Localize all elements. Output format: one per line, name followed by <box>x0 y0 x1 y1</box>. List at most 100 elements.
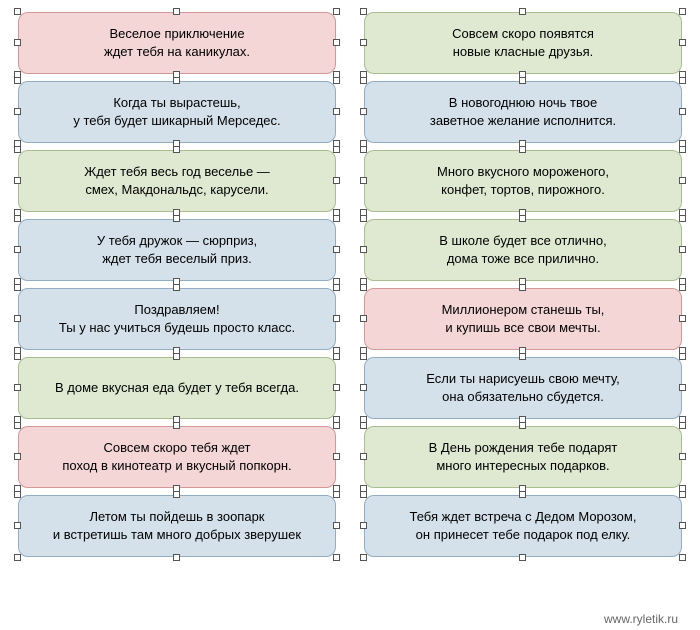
selection-handle[interactable] <box>679 8 686 15</box>
selection-handle[interactable] <box>519 554 526 561</box>
selection-handle[interactable] <box>360 8 367 15</box>
card-wrap[interactable]: У тебя дружок — сюрприз,ждет тебя веселы… <box>18 219 336 281</box>
selection-handle[interactable] <box>173 353 180 360</box>
selection-handle[interactable] <box>173 215 180 222</box>
card-wrap[interactable]: Совсем скоро тебя ждетпоход в кинотеатр … <box>18 426 336 488</box>
selection-handle[interactable] <box>14 108 21 115</box>
selection-handle[interactable] <box>519 146 526 153</box>
selection-handle[interactable] <box>333 554 340 561</box>
selection-handle[interactable] <box>360 177 367 184</box>
card-wrap[interactable]: В доме вкусная еда будет у тебя всегда. <box>18 357 336 419</box>
selection-handle[interactable] <box>333 215 340 222</box>
card-wrap[interactable]: В новогоднюю ночь твоезаветное желание и… <box>364 81 682 143</box>
selection-handle[interactable] <box>14 453 21 460</box>
selection-handle[interactable] <box>679 284 686 291</box>
selection-handle[interactable] <box>360 77 367 84</box>
selection-handle[interactable] <box>333 8 340 15</box>
selection-handle[interactable] <box>679 215 686 222</box>
selection-handle[interactable] <box>360 108 367 115</box>
selection-handle[interactable] <box>14 177 21 184</box>
selection-handle[interactable] <box>679 177 686 184</box>
selection-handle[interactable] <box>14 146 21 153</box>
selection-handle[interactable] <box>14 554 21 561</box>
selection-handle[interactable] <box>333 39 340 46</box>
selection-handle[interactable] <box>14 39 21 46</box>
selection-handle[interactable] <box>360 422 367 429</box>
card-wrap[interactable]: Поздравляем!Ты у нас учиться будешь прос… <box>18 288 336 350</box>
selection-handle[interactable] <box>14 384 21 391</box>
selection-handle[interactable] <box>173 146 180 153</box>
selection-handle[interactable] <box>679 246 686 253</box>
selection-handle[interactable] <box>360 384 367 391</box>
selection-handle[interactable] <box>679 108 686 115</box>
selection-handle[interactable] <box>519 77 526 84</box>
selection-handle[interactable] <box>679 522 686 529</box>
selection-handle[interactable] <box>679 491 686 498</box>
selection-handle[interactable] <box>360 522 367 529</box>
selection-handle[interactable] <box>360 554 367 561</box>
selection-handle[interactable] <box>14 284 21 291</box>
selection-handle[interactable] <box>14 8 21 15</box>
selection-handle[interactable] <box>360 246 367 253</box>
selection-handle[interactable] <box>519 8 526 15</box>
selection-handle[interactable] <box>679 554 686 561</box>
selection-handle[interactable] <box>173 8 180 15</box>
selection-handle[interactable] <box>333 353 340 360</box>
selection-handle[interactable] <box>333 146 340 153</box>
selection-handle[interactable] <box>173 284 180 291</box>
selection-handle[interactable] <box>14 353 21 360</box>
selection-handle[interactable] <box>679 146 686 153</box>
selection-handle[interactable] <box>679 353 686 360</box>
selection-handle[interactable] <box>14 522 21 529</box>
selection-handle[interactable] <box>173 77 180 84</box>
selection-handle[interactable] <box>519 491 526 498</box>
selection-handle[interactable] <box>679 453 686 460</box>
selection-handle[interactable] <box>173 422 180 429</box>
selection-handle[interactable] <box>14 246 21 253</box>
selection-handle[interactable] <box>679 77 686 84</box>
selection-handle[interactable] <box>360 215 367 222</box>
selection-handle[interactable] <box>333 522 340 529</box>
selection-handle[interactable] <box>333 384 340 391</box>
selection-handle[interactable] <box>333 491 340 498</box>
selection-handle[interactable] <box>519 284 526 291</box>
selection-handle[interactable] <box>173 554 180 561</box>
selection-handle[interactable] <box>333 77 340 84</box>
selection-handle[interactable] <box>333 177 340 184</box>
selection-handle[interactable] <box>360 39 367 46</box>
selection-handle[interactable] <box>333 246 340 253</box>
selection-handle[interactable] <box>679 422 686 429</box>
selection-handle[interactable] <box>14 77 21 84</box>
selection-handle[interactable] <box>333 108 340 115</box>
selection-handle[interactable] <box>333 453 340 460</box>
card-wrap[interactable]: Если ты нарисуешь свою мечту,она обязате… <box>364 357 682 419</box>
selection-handle[interactable] <box>360 353 367 360</box>
selection-handle[interactable] <box>333 284 340 291</box>
card-wrap[interactable]: Совсем скоро появятсяновые класные друзь… <box>364 12 682 74</box>
card-wrap[interactable]: Тебя ждет встреча с Дедом Морозом,он при… <box>364 495 682 557</box>
selection-handle[interactable] <box>519 215 526 222</box>
selection-handle[interactable] <box>333 315 340 322</box>
card-wrap[interactable]: Когда ты вырастешь,у тебя будет шикарный… <box>18 81 336 143</box>
selection-handle[interactable] <box>14 422 21 429</box>
selection-handle[interactable] <box>679 315 686 322</box>
card-wrap[interactable]: Много вкусного мороженого,конфет, тортов… <box>364 150 682 212</box>
selection-handle[interactable] <box>519 422 526 429</box>
selection-handle[interactable] <box>679 384 686 391</box>
card-wrap[interactable]: В школе будет все отлично,дома тоже все … <box>364 219 682 281</box>
selection-handle[interactable] <box>360 491 367 498</box>
selection-handle[interactable] <box>360 315 367 322</box>
selection-handle[interactable] <box>360 284 367 291</box>
selection-handle[interactable] <box>519 353 526 360</box>
card-wrap[interactable]: Веселое приключениеждет тебя на каникула… <box>18 12 336 74</box>
selection-handle[interactable] <box>173 491 180 498</box>
selection-handle[interactable] <box>679 39 686 46</box>
selection-handle[interactable] <box>14 491 21 498</box>
card-wrap[interactable]: В День рождения тебе подарятмного интере… <box>364 426 682 488</box>
selection-handle[interactable] <box>14 215 21 222</box>
card-wrap[interactable]: Летом ты пойдешь в зоопарки встретишь та… <box>18 495 336 557</box>
selection-handle[interactable] <box>360 146 367 153</box>
selection-handle[interactable] <box>333 422 340 429</box>
card-wrap[interactable]: Миллионером станешь ты,и купишь все свои… <box>364 288 682 350</box>
selection-handle[interactable] <box>14 315 21 322</box>
